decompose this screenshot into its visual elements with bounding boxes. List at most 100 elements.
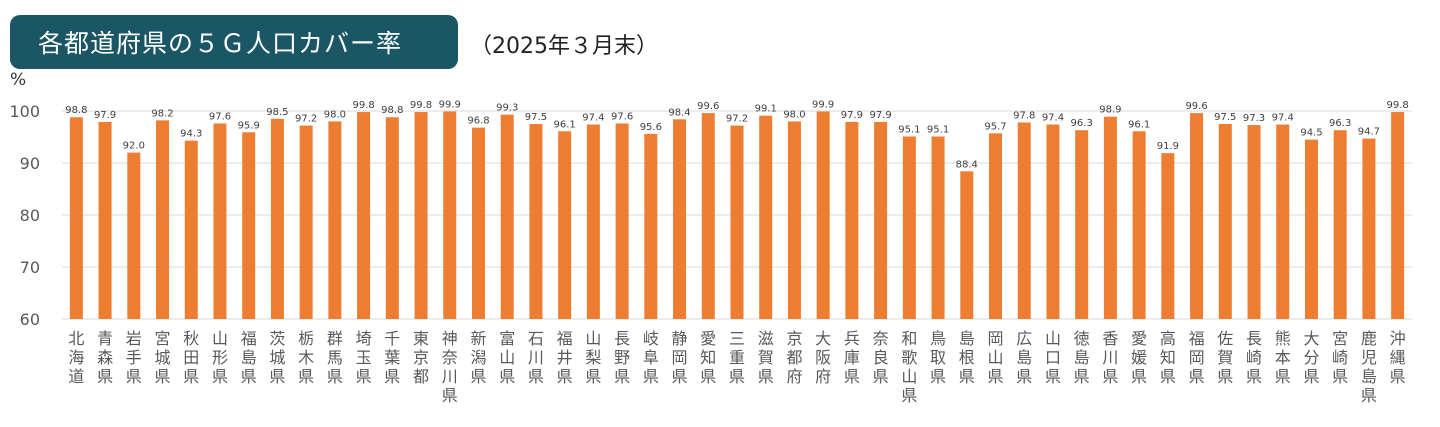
bar [299, 125, 313, 319]
x-tick-label: 富山県 [499, 329, 515, 386]
x-tick-label: 北海道 [68, 329, 84, 386]
y-tick-label: 70 [20, 258, 40, 277]
bar [500, 114, 514, 319]
x-tick-label: 京都府 [786, 329, 802, 386]
x-tick-label: 佐賀県 [1217, 329, 1233, 386]
data-label: 98.4 [668, 107, 690, 118]
bar [1362, 138, 1376, 319]
x-tick-label: 奈良県 [873, 329, 889, 386]
bar [558, 131, 572, 319]
data-label: 97.6 [611, 111, 633, 122]
bar [1017, 122, 1031, 319]
data-label: 97.4 [1042, 113, 1064, 124]
x-tick-label: 福岡県 [1189, 329, 1205, 386]
bar [787, 121, 801, 320]
y-tick-label: 100 [9, 102, 40, 121]
x-tick-label: 長崎県 [1246, 329, 1262, 386]
y-tick-label: 60 [20, 310, 40, 329]
x-tick-label: 神奈川県 [442, 329, 458, 405]
data-label: 97.3 [1243, 113, 1265, 124]
x-tick-label: 三重県 [729, 329, 745, 386]
bar [1304, 139, 1318, 319]
bar [673, 119, 687, 319]
x-tick-label: 山梨県 [585, 329, 601, 386]
data-label: 97.8 [1013, 110, 1035, 121]
data-label: 95.7 [984, 121, 1006, 132]
data-label: 88.4 [956, 159, 978, 170]
data-label: 94.7 [1358, 127, 1380, 138]
x-tick-label: 茨城県 [269, 329, 285, 386]
data-label: 98.9 [1099, 105, 1121, 116]
y-tick-label: 80 [20, 206, 40, 225]
data-label: 97.2 [295, 114, 317, 125]
data-label: 96.8 [467, 116, 489, 127]
data-label: 94.3 [180, 129, 202, 140]
x-tick-label: 福井県 [557, 329, 573, 386]
y-axis-unit-label: % [10, 70, 27, 90]
x-tick-label: 兵庫県 [844, 329, 860, 386]
data-label: 97.5 [1214, 112, 1236, 123]
bar [1247, 125, 1261, 319]
x-tick-label: 高知県 [1160, 329, 1176, 386]
x-tick-label: 福島県 [241, 329, 257, 386]
bar [902, 136, 916, 319]
title-banner: 各都道府県の５Ｇ人口カバー率 [10, 15, 458, 69]
bar [1075, 130, 1089, 319]
data-label: 99.9 [439, 100, 461, 111]
bar [960, 171, 974, 319]
data-label: 97.5 [525, 112, 547, 123]
x-tick-label: 東京都 [413, 329, 429, 386]
bar [213, 123, 227, 319]
data-label: 91.9 [1157, 141, 1179, 152]
data-label: 97.9 [869, 110, 891, 121]
data-label: 95.6 [640, 122, 662, 133]
bar [874, 121, 888, 319]
x-tick-label: 山形県 [212, 329, 228, 386]
data-label: 99.6 [697, 101, 719, 112]
data-label: 99.3 [496, 103, 518, 114]
x-tick-label: 石川県 [528, 329, 544, 386]
page-title: 各都道府県の５Ｇ人口カバー率 [38, 29, 403, 58]
bar [1333, 130, 1347, 319]
bar [357, 112, 371, 319]
bar [385, 117, 399, 320]
bar [270, 118, 284, 319]
data-label: 99.8 [352, 100, 374, 111]
data-label: 97.2 [726, 114, 748, 125]
bar [816, 111, 830, 320]
x-tick-label: 香川県 [1102, 329, 1118, 386]
data-label: 95.1 [898, 124, 920, 135]
bar [184, 140, 198, 319]
bar [156, 120, 170, 319]
data-label: 98.8 [65, 105, 87, 116]
bar [443, 111, 457, 320]
data-label: 98.8 [381, 105, 403, 116]
data-label: 97.4 [1272, 113, 1294, 124]
data-label: 99.8 [410, 100, 432, 111]
x-tick-label: 長野県 [614, 329, 630, 386]
bar [328, 121, 342, 320]
x-tick-label: 山口県 [1045, 329, 1061, 386]
data-label: 96.1 [1128, 119, 1150, 130]
x-tick-label: 沖縄県 [1390, 329, 1406, 386]
x-tick-label: 栃木県 [298, 329, 314, 386]
bar [931, 136, 945, 319]
bar [730, 125, 744, 319]
data-label: 94.5 [1300, 128, 1322, 139]
bar [759, 115, 773, 320]
x-tick-label: 岩手県 [126, 329, 142, 386]
data-label: 92.0 [123, 141, 145, 152]
bar [1190, 113, 1204, 319]
data-label: 97.6 [209, 111, 231, 122]
bar [615, 123, 629, 319]
x-tick-label: 千葉県 [384, 329, 400, 386]
bar [1161, 153, 1175, 319]
x-tick-label: 島根県 [959, 329, 975, 386]
bar [845, 121, 859, 319]
data-label: 97.4 [582, 113, 604, 124]
x-tick-label: 滋賀県 [758, 329, 774, 386]
bar [98, 121, 112, 319]
bar [414, 112, 428, 319]
bar [127, 152, 141, 319]
